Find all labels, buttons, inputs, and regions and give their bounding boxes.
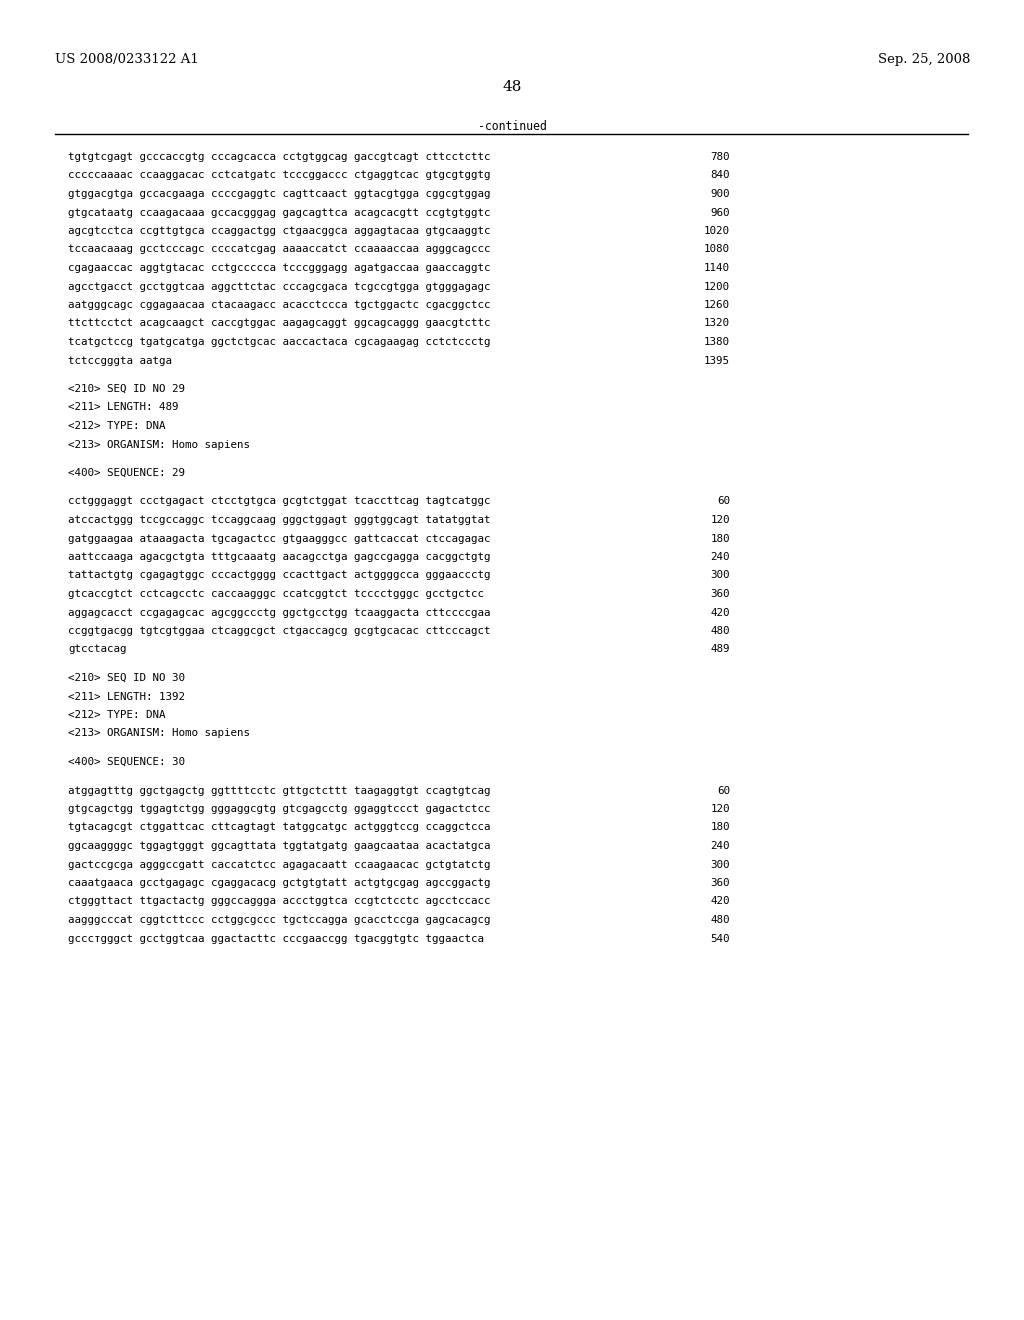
Text: gtggacgtga gccacgaaga ccccgaggtc cagttcaact ggtacgtgga cggcgtggag: gtggacgtga gccacgaaga ccccgaggtc cagttca… <box>68 189 490 199</box>
Text: agcgtcctca ccgttgtgca ccaggactgg ctgaacggca aggagtacaa gtgcaaggtc: agcgtcctca ccgttgtgca ccaggactgg ctgaacg… <box>68 226 490 236</box>
Text: gtcctacag: gtcctacag <box>68 644 127 655</box>
Text: 1140: 1140 <box>705 263 730 273</box>
Text: 489: 489 <box>711 644 730 655</box>
Text: 1380: 1380 <box>705 337 730 347</box>
Text: 960: 960 <box>711 207 730 218</box>
Text: 120: 120 <box>711 804 730 814</box>
Text: 420: 420 <box>711 896 730 907</box>
Text: 360: 360 <box>711 589 730 599</box>
Text: <211> LENGTH: 1392: <211> LENGTH: 1392 <box>68 692 185 701</box>
Text: -continued: -continued <box>477 120 547 133</box>
Text: 480: 480 <box>711 915 730 925</box>
Text: 180: 180 <box>711 533 730 544</box>
Text: gtgcataatg ccaagacaaa gccacgggag gagcagttca acagcacgtt ccgtgtggtc: gtgcataatg ccaagacaaa gccacgggag gagcagt… <box>68 207 490 218</box>
Text: 780: 780 <box>711 152 730 162</box>
Text: 480: 480 <box>711 626 730 636</box>
Text: 240: 240 <box>711 841 730 851</box>
Text: ctgggttact ttgactactg gggccaggga accctggtca ccgtctcctc agcctccacc: ctgggttact ttgactactg gggccaggga accctgg… <box>68 896 490 907</box>
Text: aggagcacct ccgagagcac agcggccctg ggctgcctgg tcaaggacta cttccccgaa: aggagcacct ccgagagcac agcggccctg ggctgcc… <box>68 607 490 618</box>
Text: 1080: 1080 <box>705 244 730 255</box>
Text: 360: 360 <box>711 878 730 888</box>
Text: 1260: 1260 <box>705 300 730 310</box>
Text: gcccтgggct gcctggtcaa ggactacttc cccgaaccgg tgacggtgtc tggaactca: gcccтgggct gcctggtcaa ggactacttc cccgaac… <box>68 933 484 944</box>
Text: gactccgcga agggccgatt caccatctcc agagacaatt ccaagaacac gctgtatctg: gactccgcga agggccgatt caccatctcc agagaca… <box>68 859 490 870</box>
Text: <400> SEQUENCE: 29: <400> SEQUENCE: 29 <box>68 469 185 478</box>
Text: 300: 300 <box>711 859 730 870</box>
Text: <210> SEQ ID NO 29: <210> SEQ ID NO 29 <box>68 384 185 393</box>
Text: aatgggcagc cggagaacaa ctacaagacc acacctccca tgctggactc cgacggctcc: aatgggcagc cggagaacaa ctacaagacc acacctc… <box>68 300 490 310</box>
Text: <212> TYPE: DNA: <212> TYPE: DNA <box>68 421 166 432</box>
Text: <210> SEQ ID NO 30: <210> SEQ ID NO 30 <box>68 673 185 682</box>
Text: cctgggaggt ccctgagact ctcctgtgca gcgtctggat tcaccttcag tagtcatggc: cctgggaggt ccctgagact ctcctgtgca gcgtctg… <box>68 496 490 507</box>
Text: gtgcagctgg tggagtctgg gggaggcgtg gtcgagcctg ggaggtccct gagactctcc: gtgcagctgg tggagtctgg gggaggcgtg gtcgagc… <box>68 804 490 814</box>
Text: atccactggg tccgccaggc tccaggcaag gggctggagt gggtggcagt tatatggtat: atccactggg tccgccaggc tccaggcaag gggctgg… <box>68 515 490 525</box>
Text: 300: 300 <box>711 570 730 581</box>
Text: ccggtgacgg tgtcgtggaa ctcaggcgct ctgaccagcg gcgtgcacac cttcccagct: ccggtgacgg tgtcgtggaa ctcaggcgct ctgacca… <box>68 626 490 636</box>
Text: <213> ORGANISM: Homo sapiens: <213> ORGANISM: Homo sapiens <box>68 729 250 738</box>
Text: US 2008/0233122 A1: US 2008/0233122 A1 <box>55 53 199 66</box>
Text: aagggcccat cggtcttccc cctggcgccc tgctccagga gcacctccga gagcacagcg: aagggcccat cggtcttccc cctggcgccc tgctcca… <box>68 915 490 925</box>
Text: 60: 60 <box>717 785 730 796</box>
Text: gatggaagaa ataaagacta tgcagactcc gtgaagggcc gattcaccat ctccagagac: gatggaagaa ataaagacta tgcagactcc gtgaagg… <box>68 533 490 544</box>
Text: 900: 900 <box>711 189 730 199</box>
Text: <211> LENGTH: 489: <211> LENGTH: 489 <box>68 403 178 412</box>
Text: tctccgggta aatga: tctccgggta aatga <box>68 355 172 366</box>
Text: tgtgtcgagt gcccaccgtg cccagcacca cctgtggcag gaccgtcagt cttcctcttc: tgtgtcgagt gcccaccgtg cccagcacca cctgtgg… <box>68 152 490 162</box>
Text: caaatgaaca gcctgagagc cgaggacacg gctgtgtatt actgtgcgag agccggactg: caaatgaaca gcctgagagc cgaggacacg gctgtgt… <box>68 878 490 888</box>
Text: 840: 840 <box>711 170 730 181</box>
Text: gtcaccgtct cctcagcctc caccaagggc ccatcggtct tcccctgggc gcctgctcc: gtcaccgtct cctcagcctc caccaagggc ccatcgg… <box>68 589 484 599</box>
Text: tgtacagcgt ctggattcac cttcagtagt tatggcatgc actgggtccg ccaggctcca: tgtacagcgt ctggattcac cttcagtagt tatggca… <box>68 822 490 833</box>
Text: 1320: 1320 <box>705 318 730 329</box>
Text: 420: 420 <box>711 607 730 618</box>
Text: cgagaaccac aggtgtacac cctgccccca tcccgggagg agatgaccaa gaaccaggtc: cgagaaccac aggtgtacac cctgccccca tcccggg… <box>68 263 490 273</box>
Text: tcatgctccg tgatgcatga ggctctgcac aaccactaca cgcagaagag cctctccctg: tcatgctccg tgatgcatga ggctctgcac aaccact… <box>68 337 490 347</box>
Text: cccccaaaac ccaaggacac cctcatgatc tcccggaccc ctgaggtcac gtgcgtggtg: cccccaaaac ccaaggacac cctcatgatc tcccgga… <box>68 170 490 181</box>
Text: aattccaaga agacgctgta tttgcaaatg aacagcctga gagccgagga cacggctgtg: aattccaaga agacgctgta tttgcaaatg aacagcc… <box>68 552 490 562</box>
Text: 120: 120 <box>711 515 730 525</box>
Text: atggagtttg ggctgagctg ggttttcctc gttgctcttt taagaggtgt ccagtgtcag: atggagtttg ggctgagctg ggttttcctc gttgctc… <box>68 785 490 796</box>
Text: <400> SEQUENCE: 30: <400> SEQUENCE: 30 <box>68 756 185 767</box>
Text: <212> TYPE: DNA: <212> TYPE: DNA <box>68 710 166 719</box>
Text: Sep. 25, 2008: Sep. 25, 2008 <box>878 53 970 66</box>
Text: <213> ORGANISM: Homo sapiens: <213> ORGANISM: Homo sapiens <box>68 440 250 450</box>
Text: 1200: 1200 <box>705 281 730 292</box>
Text: ggcaaggggc tggagtgggt ggcagttata tggtatgatg gaagcaataa acactatgca: ggcaaggggc tggagtgggt ggcagttata tggtatg… <box>68 841 490 851</box>
Text: 48: 48 <box>503 81 521 94</box>
Text: agcctgacct gcctggtcaa aggcttctac cccagcgaca tcgccgtgga gtgggagagc: agcctgacct gcctggtcaa aggcttctac cccagcg… <box>68 281 490 292</box>
Text: 1395: 1395 <box>705 355 730 366</box>
Text: 240: 240 <box>711 552 730 562</box>
Text: tattactgtg cgagagtggc cccactgggg ccacttgact actggggcca gggaaccctg: tattactgtg cgagagtggc cccactgggg ccacttg… <box>68 570 490 581</box>
Text: 1020: 1020 <box>705 226 730 236</box>
Text: 540: 540 <box>711 933 730 944</box>
Text: 180: 180 <box>711 822 730 833</box>
Text: tccaacaaag gcctcccagc ccccatcgag aaaaccatct ccaaaaccaa agggcagccc: tccaacaaag gcctcccagc ccccatcgag aaaacca… <box>68 244 490 255</box>
Text: 60: 60 <box>717 496 730 507</box>
Text: ttcttcctct acagcaagct caccgtggac aagagcaggt ggcagcaggg gaacgtcttc: ttcttcctct acagcaagct caccgtggac aagagca… <box>68 318 490 329</box>
